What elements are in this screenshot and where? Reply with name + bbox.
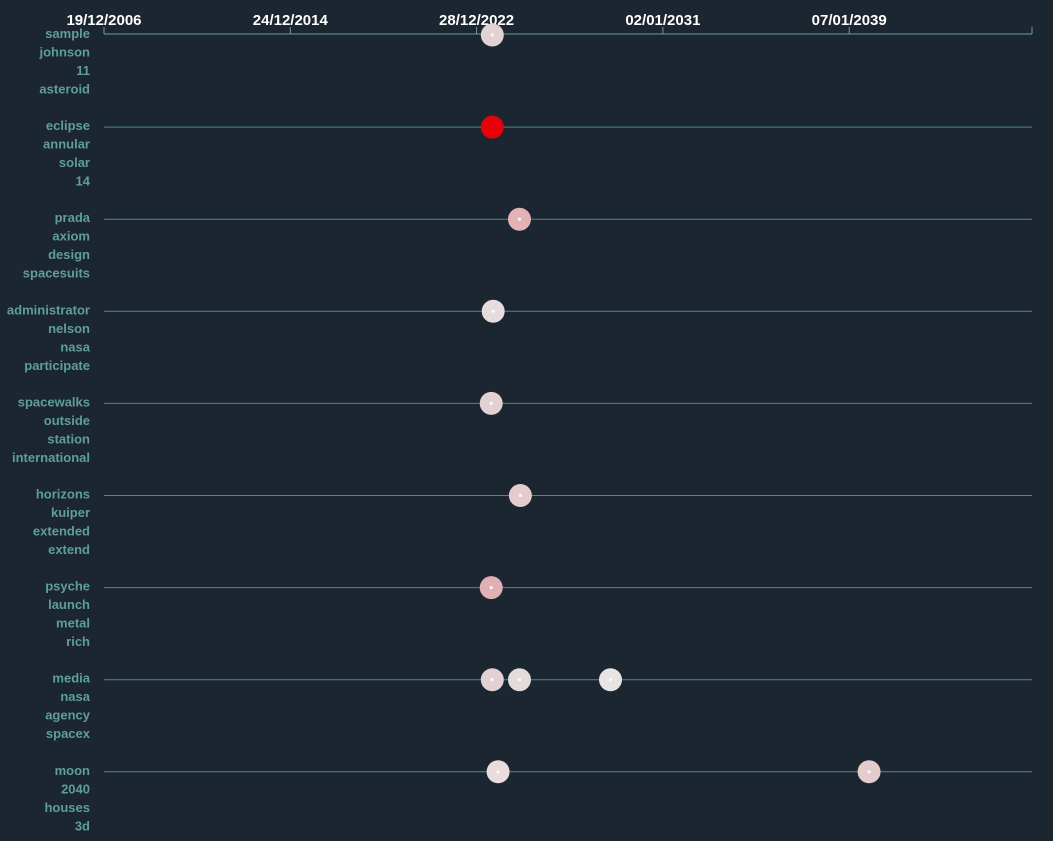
row-label-word: kuiper (51, 505, 90, 520)
row-label-word: annular (43, 137, 90, 152)
row-label-word: prada (55, 210, 91, 225)
topic-rows: sample johnson 11 asteroid eclipse annular sol… (7, 23, 1032, 833)
x-tick-label: 24/12/2014 (253, 12, 329, 29)
row-label-word: extend (48, 542, 90, 557)
row-label-word: solar (59, 155, 90, 170)
topic-row: sample johnson 11 asteroid (38, 23, 504, 97)
topic-row: media nasa agency spacex (45, 668, 1032, 741)
event-point-center (490, 33, 494, 37)
x-tick-label: 19/12/2006 (66, 12, 141, 29)
topic-row: moon 2040 houses 3d (44, 760, 1032, 833)
row-label-word: outside (44, 413, 90, 428)
x-tick-label: 28/12/2022 (439, 12, 514, 29)
event-point-center (496, 770, 500, 774)
row-label-word: spacewalks (18, 394, 90, 409)
row-label-word: eclipse (46, 118, 90, 133)
row-label-word: axiom (52, 229, 90, 244)
row-label-word: design (48, 247, 90, 262)
topic-row: eclipse annular solar 14 (43, 115, 1032, 189)
event-point-center (608, 678, 613, 682)
row-label-word: houses (44, 800, 90, 815)
topic-row: administrator nelson nasa participate (7, 299, 1032, 373)
row-label-word: nasa (60, 689, 90, 704)
event-point-center (490, 678, 494, 682)
row-label-word: administrator (7, 302, 90, 317)
event-point-center (517, 217, 522, 221)
row-label-word: media (52, 671, 90, 686)
row-label-word: participate (24, 358, 90, 373)
row-label-word: launch (48, 597, 90, 612)
topic-row: spacewalks outside station international (12, 391, 1032, 465)
x-tick-label: 07/01/2039 (812, 12, 887, 29)
event-point-center (491, 309, 495, 313)
row-label-word: johnson (38, 45, 90, 60)
x-tick-label: 02/01/2031 (625, 12, 700, 29)
event-point-center (517, 678, 522, 682)
row-label-word: moon (55, 763, 90, 778)
topic-row: prada axiom design spacesuits (23, 207, 1032, 281)
row-label-word: psyche (45, 579, 90, 594)
row-label-word: 3d (75, 818, 90, 833)
row-label-word: spacesuits (23, 266, 90, 281)
row-label-word: agency (45, 708, 91, 723)
event-point-center (489, 401, 493, 405)
row-label-word: nasa (60, 339, 90, 354)
row-label-word: nelson (48, 321, 90, 336)
x-axis-ticks: 19/12/2006 24/12/2014 28/12/2022 02/01/2031… (66, 12, 887, 34)
row-label-word: sample (45, 26, 90, 41)
topic-row: horizons kuiper extended extend (33, 484, 1032, 557)
event-point-center (489, 586, 493, 590)
event-point (480, 115, 504, 139)
event-point-center (518, 493, 522, 498)
row-label-word: spacex (46, 726, 91, 741)
row-label-word: horizons (36, 487, 90, 502)
row-label-word: 2040 (61, 781, 90, 796)
row-label-word: station (47, 431, 90, 446)
row-label-word: 11 (76, 63, 90, 78)
row-label-word: extended (33, 524, 90, 539)
event-point-center (867, 770, 871, 774)
topic-row: psyche launch metal rich (45, 576, 1032, 649)
row-label-word: rich (66, 634, 90, 649)
row-label-word: 14 (76, 174, 91, 189)
row-label-word: asteroid (39, 82, 90, 97)
row-label-word: international (12, 450, 90, 465)
row-label-word: metal (56, 616, 90, 631)
